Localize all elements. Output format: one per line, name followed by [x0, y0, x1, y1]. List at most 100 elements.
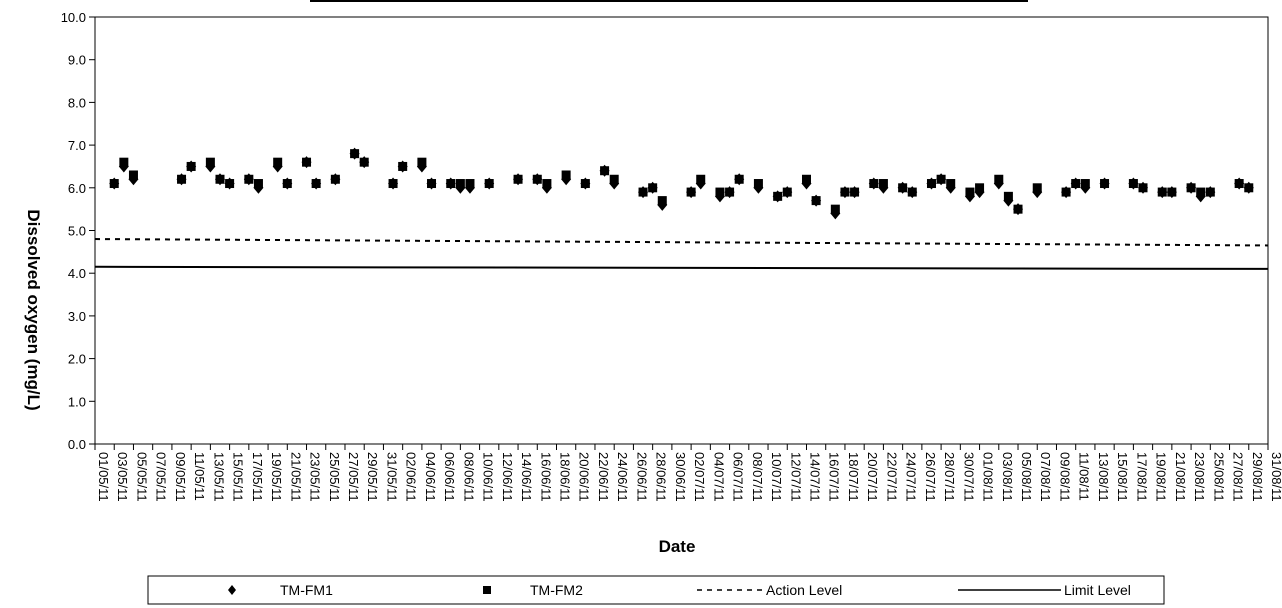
tm-fm2-point — [484, 179, 494, 189]
x-tick-label: 16/07/11 — [827, 452, 842, 502]
x-tick-label: 31/05/11 — [384, 452, 399, 502]
y-tick-label: 2.0 — [68, 352, 86, 367]
tm-fm2-point — [330, 174, 340, 184]
tm-fm2-point — [907, 187, 917, 197]
x-tick-label: 22/06/11 — [596, 452, 611, 502]
tm-fm2-point — [1061, 187, 1071, 197]
x-tick-label: 20/06/11 — [577, 452, 592, 502]
tm-fm2-point — [734, 174, 744, 184]
tm-fm2-point — [398, 161, 408, 171]
legend: TM-FM1 TM-FM2 Action Level Limit Level — [147, 575, 1165, 605]
tm-fm2-point — [696, 174, 706, 184]
tm-fm2-point — [600, 166, 610, 176]
x-tick-label: 27/08/11 — [1231, 452, 1246, 502]
legend-tm-fm1-marker — [228, 585, 236, 595]
tm-fm2-point — [1100, 179, 1110, 189]
tm-fm2-point — [282, 179, 292, 189]
legend-tm-fm2-label: TM-FM2 — [530, 582, 583, 598]
tm-fm2-point — [638, 187, 648, 197]
tm-fm2-point — [225, 179, 235, 189]
x-tick-label: 07/08/11 — [1038, 452, 1053, 502]
tm-fm2-point — [561, 170, 571, 180]
x-tick-label: 19/05/11 — [269, 452, 284, 502]
tm-fm2-point — [205, 157, 215, 167]
tm-fm2-point — [801, 174, 811, 184]
y-axis: 0.0 1.0 2.0 3.0 4.0 5.0 6.0 7.0 8.0 9.0 10.0 — [61, 10, 95, 452]
tm-fm2-point — [119, 157, 129, 167]
x-tick-label: 28/07/11 — [942, 452, 957, 502]
tm-fm2-point — [725, 187, 735, 197]
tm-fm2-point — [878, 179, 888, 189]
x-tick-label: 02/07/11 — [692, 452, 707, 502]
x-tick-label: 06/06/11 — [442, 452, 457, 502]
tm-fm2-point — [715, 187, 725, 197]
x-tick-label: 11/08/11 — [1077, 452, 1092, 501]
reference-lines — [94, 238, 1269, 270]
tm-fm2-point — [446, 179, 456, 189]
x-tick-label: 16/06/11 — [538, 452, 553, 502]
tm-fm2-point — [1080, 179, 1090, 189]
x-tick-label: 19/08/11 — [1154, 452, 1169, 502]
x-tick-label: 23/05/11 — [308, 452, 323, 502]
tm-fm2-point — [455, 179, 465, 189]
tm-fm2-point — [1138, 183, 1148, 193]
tm-fm2-point — [648, 183, 658, 193]
tm-fm2-point — [840, 187, 850, 197]
x-tick-label: 07/05/11 — [154, 452, 169, 502]
tm-fm2-point — [869, 179, 879, 189]
tm-fm2-point — [946, 179, 956, 189]
tm-fm2-point — [1234, 179, 1244, 189]
tm-fm2-point — [427, 179, 437, 189]
tm-fm2-point — [609, 174, 619, 184]
y-tick-label: 0.0 — [68, 437, 86, 452]
x-tick-label: 21/05/11 — [288, 452, 303, 502]
x-tick-label: 22/07/11 — [884, 452, 899, 502]
tm-fm2-point — [898, 183, 908, 193]
x-tick-label: 08/06/11 — [461, 452, 476, 502]
legend-tm-fm2-marker — [483, 586, 491, 594]
x-tick-label: 13/05/11 — [211, 452, 226, 502]
tm-fm2-point — [513, 174, 523, 184]
x-tick-label: 23/08/11 — [1192, 452, 1207, 502]
x-tick-label: 04/07/11 — [711, 452, 726, 502]
x-tick-label: 11/05/11 — [192, 452, 207, 501]
tm-fm2-point — [311, 179, 321, 189]
x-tick-label: 13/08/11 — [1096, 452, 1111, 502]
tm-fm2-point — [109, 179, 119, 189]
tm-fm2-point — [686, 187, 696, 197]
x-tick-label: 29/05/11 — [365, 452, 380, 502]
tm-fm2-point — [1157, 187, 1167, 197]
x-tick-label: 05/05/11 — [134, 452, 149, 502]
tm-fm2-point — [253, 179, 263, 189]
x-tick-label: 09/08/11 — [1057, 452, 1072, 502]
x-tick-label: 05/08/11 — [1019, 452, 1034, 502]
tm-fm2-point — [782, 187, 792, 197]
tm-fm2-point — [975, 183, 985, 193]
tm-fm2-point — [830, 204, 840, 214]
x-tick-label: 06/07/11 — [731, 452, 746, 502]
tm-fm2-point — [1244, 183, 1254, 193]
x-tick-label: 21/08/11 — [1173, 452, 1188, 502]
legend-action-level-label: Action Level — [766, 582, 842, 598]
x-tick-label: 26/06/11 — [634, 452, 649, 502]
x-tick-label: 18/07/11 — [846, 452, 861, 502]
x-tick-label: 30/06/11 — [673, 452, 688, 502]
x-tick-label: 12/06/11 — [500, 452, 515, 502]
x-tick-label: 04/06/11 — [423, 452, 438, 502]
series-points — [109, 147, 1254, 220]
y-axis-title: Dissolved oxygen (mg/L) — [24, 209, 43, 410]
tm-fm2-point — [753, 179, 763, 189]
x-tick-label: 01/08/11 — [981, 452, 996, 502]
x-tick-label: 15/05/11 — [231, 452, 246, 502]
x-tick-label: 26/07/11 — [923, 452, 938, 502]
tm-fm2-point — [965, 187, 975, 197]
tm-fm2-point — [811, 196, 821, 206]
tm-fm2-point — [926, 179, 936, 189]
tm-fm2-point — [359, 157, 369, 167]
x-tick-label: 14/06/11 — [519, 452, 534, 502]
x-tick-label: 27/05/11 — [346, 452, 361, 502]
x-tick-label: 02/06/11 — [404, 452, 419, 502]
x-axis-title: Date — [659, 537, 696, 556]
